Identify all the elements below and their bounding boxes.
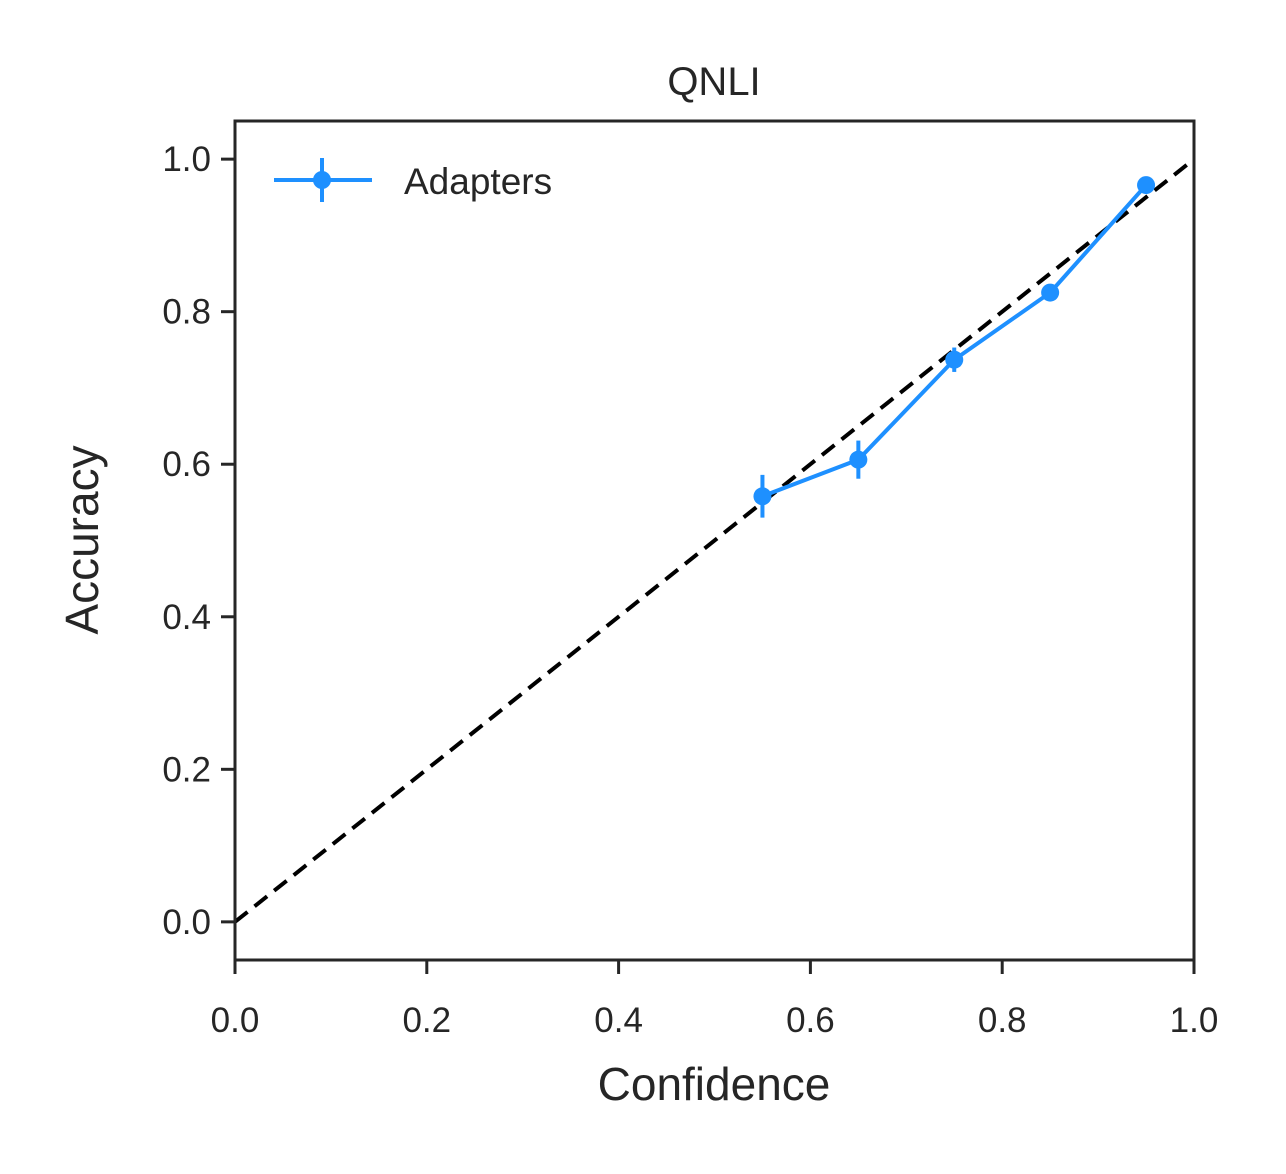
reference-diagonal-line (233, 157, 1196, 924)
x-tick-label: 0.6 (786, 1001, 835, 1040)
y-axis-label: Accuracy (56, 445, 108, 634)
x-tick-label: 0.4 (594, 1001, 643, 1040)
legend-label-adapters: Adapters (404, 161, 552, 202)
chart-title: QNLI (667, 60, 760, 104)
x-tick-label: 0.2 (402, 1001, 451, 1040)
y-tick-label: 1.0 (162, 140, 211, 179)
x-axis-label: Confidence (598, 1058, 831, 1110)
y-tick-label: 0.4 (162, 598, 211, 637)
x-tick-label: 1.0 (1170, 1001, 1219, 1040)
series-line (761, 183, 1148, 499)
x-tick-label: 0.0 (211, 1001, 260, 1040)
data-point (945, 350, 964, 369)
data-point (849, 450, 868, 469)
y-tick-label: 0.0 (162, 903, 211, 942)
data-point (753, 487, 772, 506)
legend: Adapters (274, 158, 552, 202)
y-axis: 0.0 0.2 0.4 0.6 0.8 1.0 (162, 140, 235, 942)
x-tick-label: 0.8 (978, 1001, 1027, 1040)
y-tick-label: 0.2 (162, 750, 211, 789)
y-tick-label: 0.8 (162, 293, 211, 332)
plot-area (233, 157, 1196, 924)
x-axis: 0.0 0.2 0.4 0.6 0.8 1.0 (211, 960, 1219, 1040)
y-tick-label: 0.6 (162, 445, 211, 484)
data-point (1137, 176, 1156, 195)
data-point (1041, 283, 1060, 302)
legend-marker (313, 171, 331, 189)
plot-frame (233, 119, 1196, 962)
